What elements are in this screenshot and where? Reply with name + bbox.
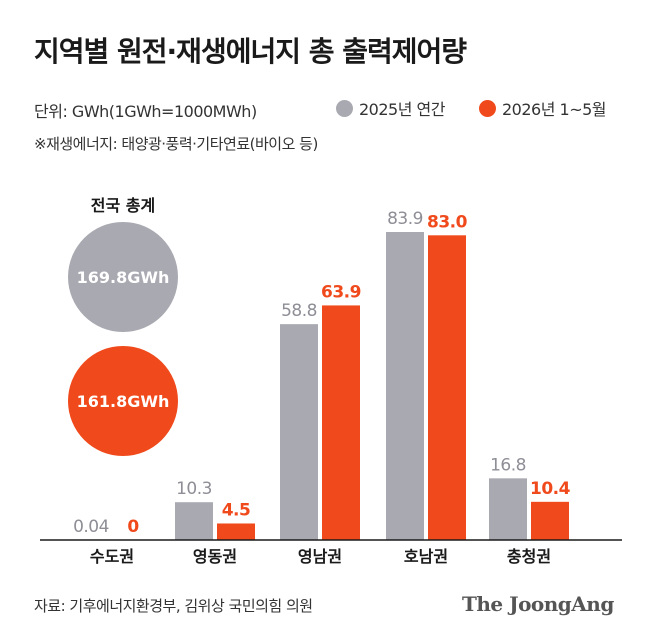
legend-item-2025: 2025년 연간 (336, 96, 445, 120)
legend-label-2026: 2026년 1~5월 (502, 100, 607, 119)
total-2026-circle: 161.8GWh (68, 346, 178, 456)
unit-label: 단위: GWh(1GWh=1000MWh) (34, 102, 257, 121)
source-note: 자료: 기후에너지환경부, 김위상 국민의힘 의원 (34, 597, 313, 615)
value-label-2025-0: 0.04 (73, 517, 109, 537)
bar-2025-4 (489, 478, 527, 540)
bar-2026-3 (428, 235, 466, 540)
bar-2025-1 (175, 502, 213, 540)
value-label-2026-1: 4.5 (222, 500, 251, 520)
total-2025-value: 169.8GWh (76, 267, 170, 287)
value-label-2025-3: 83.9 (387, 209, 423, 229)
national-total-title: 전국 총계 (90, 196, 156, 215)
brand-logo: The JoongAng (462, 592, 614, 616)
category-label-3: 호남권 (404, 547, 448, 566)
category-label-0: 수도권 (90, 547, 134, 566)
legend-gray-dot (336, 99, 353, 117)
legend-label-2025: 2025년 연간 (359, 100, 445, 119)
bar-2026-4 (531, 501, 569, 540)
category-label-2: 영남권 (298, 547, 342, 566)
chart-title: 지역별 원전·재생에너지 총 출력제어량 (34, 35, 467, 68)
bar-2025-3 (386, 232, 424, 540)
value-label-2026-2: 63.9 (321, 282, 361, 302)
total-2025-circle: 169.8GWh (68, 222, 178, 332)
bar-2026-2 (322, 305, 360, 540)
value-label-2025-2: 58.8 (281, 301, 317, 321)
bar-2026-1 (217, 523, 255, 540)
value-label-2025-4: 16.8 (490, 455, 526, 475)
total-2026-value: 161.8GWh (76, 391, 170, 411)
value-label-2026-3: 83.0 (427, 212, 468, 232)
legend-item-2026: 2026년 1~5월 (479, 96, 607, 120)
category-label-1: 영동권 (193, 547, 237, 566)
value-label-2026-4: 10.4 (530, 479, 571, 499)
category-label-4: 충청권 (507, 547, 551, 566)
footnote-renewables: ※재생에너지: 태양광·풍력·기타연료(바이오 등) (34, 135, 318, 153)
bar-2025-2 (280, 324, 318, 540)
legend-orange-dot (479, 99, 496, 117)
value-label-2025-1: 10.3 (176, 479, 212, 499)
value-label-2026-0: 0 (127, 517, 139, 537)
